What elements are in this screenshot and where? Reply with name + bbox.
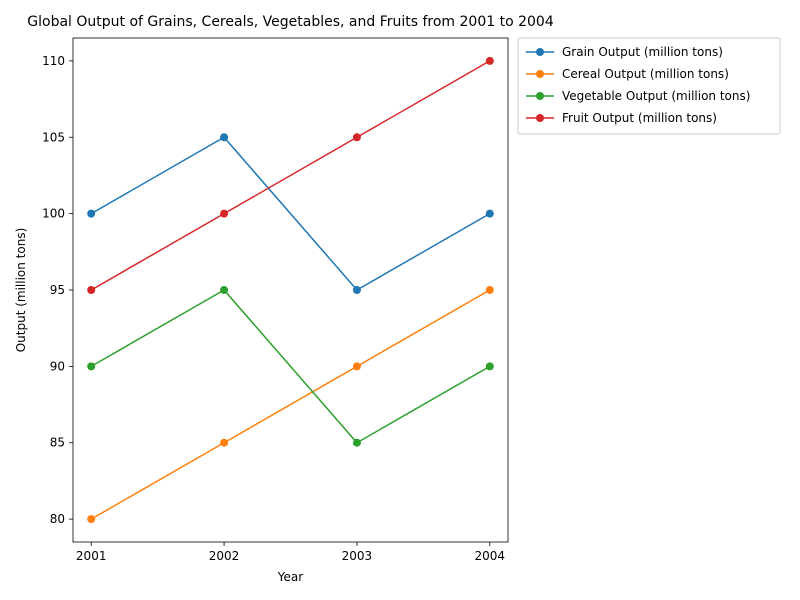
- y-axis-label: Output (million tons): [14, 228, 28, 353]
- x-tick-label: 2001: [76, 549, 107, 563]
- data-point: [87, 515, 96, 524]
- legend-swatch-marker: [536, 48, 544, 56]
- series-3: [87, 56, 494, 294]
- legend-label: Cereal Output (million tons): [562, 67, 729, 81]
- series-line: [90, 60, 491, 291]
- data-point: [220, 438, 229, 447]
- data-point: [220, 133, 229, 142]
- legend-label: Fruit Output (million tons): [562, 111, 717, 125]
- data-point: [87, 362, 96, 371]
- y-tick-label: 105: [42, 130, 65, 144]
- x-axis: 2001 2002 2003 2004: [76, 542, 505, 563]
- data-point: [485, 56, 494, 65]
- data-point: [352, 362, 361, 371]
- y-tick-label: 110: [42, 54, 65, 68]
- legend-box: [517, 37, 781, 135]
- data-point: [352, 438, 361, 447]
- series-0: [87, 133, 494, 294]
- legend-item: Cereal Output (million tons): [526, 67, 729, 81]
- series-line: [90, 289, 491, 444]
- legend-item: Fruit Output (million tons): [526, 111, 717, 125]
- y-tick-label: 90: [50, 359, 65, 373]
- data-point: [87, 286, 96, 294]
- series-layer: [87, 56, 494, 524]
- legend-item: Grain Output (million tons): [526, 45, 723, 59]
- series-line: [90, 289, 491, 520]
- legend-swatch-marker: [536, 92, 544, 100]
- data-point: [485, 286, 494, 294]
- chart-title: Global Output of Grains, Cereals, Vegeta…: [27, 14, 554, 30]
- series-line: [90, 136, 491, 291]
- data-point: [352, 286, 361, 294]
- data-point: [220, 209, 229, 218]
- series-2: [87, 286, 494, 447]
- data-point: [220, 286, 229, 294]
- legend: Grain Output (million tons) Cereal Output…: [517, 37, 781, 135]
- legend-label: Grain Output (million tons): [562, 45, 723, 59]
- data-point: [485, 209, 494, 218]
- data-point: [87, 209, 96, 218]
- legend-label: Vegetable Output (million tons): [562, 89, 750, 103]
- legend-swatch-marker: [536, 114, 544, 122]
- legend-item: Vegetable Output (million tons): [526, 89, 750, 103]
- data-point: [485, 362, 494, 371]
- y-tick-label: 95: [50, 283, 65, 297]
- series-1: [87, 286, 494, 524]
- y-axis: 80 85 90 95 100 105 110: [42, 54, 73, 526]
- y-tick-label: 100: [42, 207, 65, 221]
- legend-swatch-marker: [536, 70, 544, 78]
- x-tick-label: 2004: [475, 549, 506, 563]
- x-tick-label: 2003: [342, 549, 373, 563]
- data-point: [352, 133, 361, 142]
- y-tick-label: 80: [50, 512, 65, 526]
- x-axis-label: Year: [277, 570, 303, 584]
- y-tick-label: 85: [50, 436, 65, 450]
- x-tick-label: 2002: [209, 549, 240, 563]
